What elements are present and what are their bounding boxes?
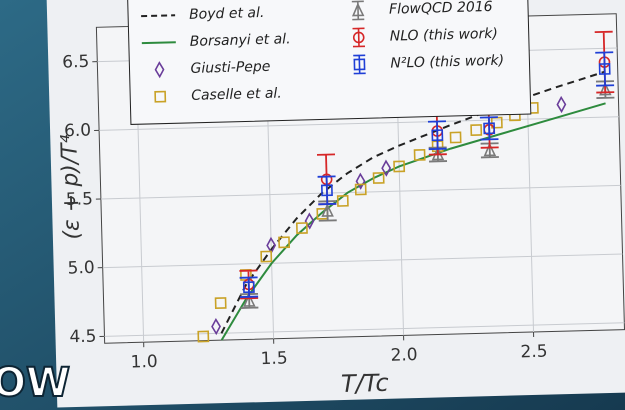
legend-label: Giusti-Pepe (190, 59, 270, 77)
page: (ε + p)/T⁴ T/Tc 1.0 1.5 2.0 2.5 4.5 5.0 5.5 6.0… (0, 0, 625, 410)
x-tick-label: 2.5 (520, 342, 548, 363)
x-tick-label: 1.5 (260, 348, 288, 369)
y-axis-label: (ε + p)/T⁴ (57, 134, 85, 240)
legend-label: FlowQCD 2016 (389, 0, 493, 18)
y-tick-label: 5.0 (67, 258, 95, 279)
x-tick-label: 1.0 (130, 352, 158, 373)
legend-label: NLO (this work) (390, 26, 499, 45)
slide: (ε + p)/T⁴ T/Tc 1.0 1.5 2.0 2.5 4.5 5.0 5.5 6.0… (0, 0, 625, 410)
legend-label: Caselle et al. (191, 85, 282, 103)
x-axis-label: T/Tc (341, 369, 389, 398)
x-tick-label: 2.0 (390, 345, 418, 366)
chart: (ε + p)/T⁴ T/Tc 1.0 1.5 2.0 2.5 4.5 5.0 5.5 6.0… (46, 0, 625, 407)
legend-swatch (142, 42, 176, 43)
y-tick-label: 6.0 (64, 121, 92, 142)
y-tick-label: 6.5 (62, 52, 90, 73)
slide-text: OW (0, 360, 70, 406)
legend: Boyd et al. Borsanyi et al. Giusti-Pepe Cas… (128, 0, 531, 124)
legend-label: N²LO (this work) (390, 53, 504, 72)
y-tick-label: 5.5 (66, 189, 94, 210)
legend-label: Boyd et al. (189, 5, 265, 23)
legend-label: Borsanyi et al. (190, 31, 291, 50)
y-tick-label: 4.5 (69, 327, 97, 348)
